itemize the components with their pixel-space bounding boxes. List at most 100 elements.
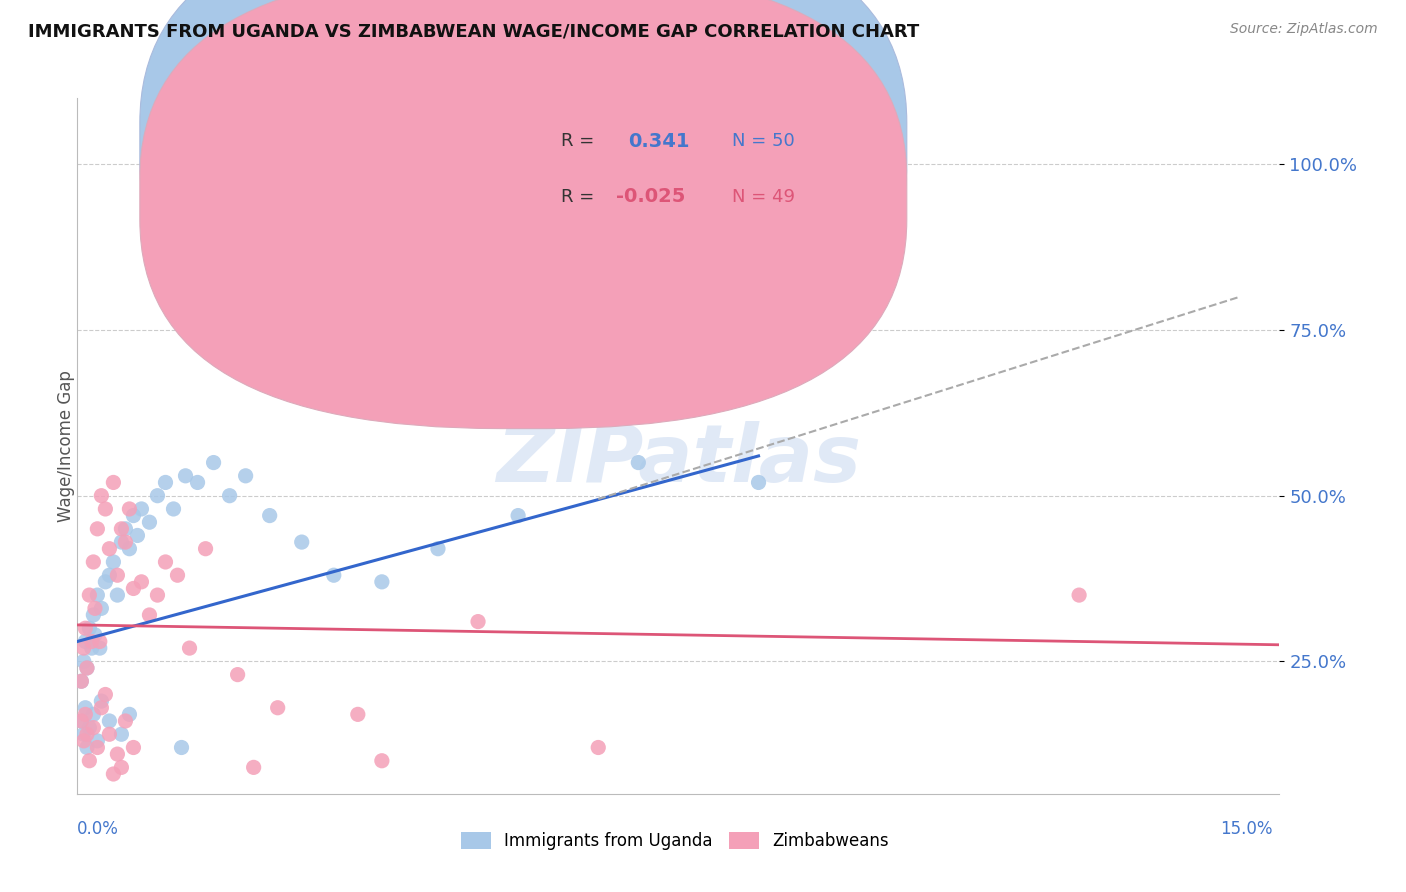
Point (76, 727, 98, 741)
Y-axis label: Wage/Income Gap: Wage/Income Gap (58, 370, 75, 522)
Point (107, 747, 129, 761)
FancyBboxPatch shape (479, 109, 901, 237)
Point (155, 475, 177, 490)
Point (75, 700, 97, 714)
Point (90, 601, 112, 615)
Point (131, 502, 153, 516)
Point (79, 621, 101, 635)
Point (79, 721, 101, 735)
Point (73, 727, 96, 741)
Text: R =: R = (561, 132, 593, 150)
Text: 15.0%: 15.0% (1220, 820, 1272, 838)
Point (322, 568, 344, 582)
Point (80, 634, 103, 648)
Point (89, 634, 111, 648)
Point (79, 588, 101, 602)
Point (76, 661, 98, 675)
Point (114, 522, 136, 536)
Point (79, 754, 101, 768)
Point (427, 541, 450, 556)
Point (110, 535, 132, 549)
Point (107, 568, 129, 582)
Point (73, 654, 96, 668)
Point (90, 694, 112, 708)
Point (155, 555, 177, 569)
Point (467, 615, 489, 629)
Point (162, 502, 184, 516)
Point (170, 740, 193, 755)
Text: ZIPatlas: ZIPatlas (496, 421, 860, 499)
Point (75, 621, 97, 635)
Point (86, 734, 108, 748)
Point (103, 475, 125, 490)
Point (70, 674, 93, 689)
Point (94, 502, 117, 516)
Point (127, 528, 149, 542)
Point (90, 489, 112, 503)
Text: -0.025: -0.025 (616, 187, 685, 206)
Point (118, 541, 141, 556)
Point (82, 555, 104, 569)
Point (194, 541, 217, 556)
Point (166, 568, 188, 582)
Point (1069, 588, 1091, 602)
Point (107, 588, 129, 602)
Point (508, 508, 530, 523)
Point (122, 508, 145, 523)
Point (588, 740, 610, 755)
Point (146, 588, 169, 602)
Point (748, 475, 770, 490)
Text: IMMIGRANTS FROM UGANDA VS ZIMBABWEAN WAGE/INCOME GAP CORRELATION CHART: IMMIGRANTS FROM UGANDA VS ZIMBABWEAN WAG… (28, 22, 920, 40)
Text: N = 49: N = 49 (733, 188, 796, 206)
Point (267, 700, 290, 714)
Point (98, 714, 121, 728)
Text: Source: ZipAtlas.com: Source: ZipAtlas.com (1230, 22, 1378, 37)
Point (138, 515, 160, 529)
Legend: Immigrants from Uganda, Zimbabweans: Immigrants from Uganda, Zimbabweans (454, 825, 896, 857)
Point (80, 641, 103, 656)
Point (146, 489, 169, 503)
Point (242, 760, 264, 774)
Point (82, 707, 104, 722)
Point (84, 601, 107, 615)
Point (82, 721, 104, 735)
Point (75, 634, 97, 648)
Point (371, 754, 394, 768)
Point (75, 707, 97, 722)
Point (259, 508, 281, 523)
Point (98, 568, 121, 582)
Point (226, 667, 249, 681)
Point (122, 582, 145, 596)
Point (70, 674, 93, 689)
Text: N = 50: N = 50 (733, 132, 796, 150)
Point (86, 740, 108, 755)
Point (218, 489, 240, 503)
Point (291, 535, 314, 549)
Point (627, 456, 650, 470)
Point (103, 767, 125, 781)
Text: 0.341: 0.341 (628, 132, 689, 151)
Point (76, 661, 98, 675)
Point (235, 468, 257, 483)
Point (98, 727, 121, 741)
Point (114, 535, 136, 549)
Point (76, 740, 98, 755)
FancyBboxPatch shape (139, 0, 907, 373)
Point (84, 628, 107, 642)
Point (70, 714, 93, 728)
Point (118, 707, 141, 722)
Point (110, 522, 132, 536)
Point (70, 714, 93, 728)
Point (94, 688, 117, 702)
Point (98, 541, 121, 556)
Point (89, 641, 111, 656)
Point (202, 456, 225, 470)
Point (82, 607, 104, 622)
Point (118, 502, 141, 516)
Point (346, 707, 368, 722)
Point (73, 641, 96, 656)
Point (86, 588, 108, 602)
Point (114, 714, 136, 728)
Point (73, 734, 96, 748)
Point (86, 522, 108, 536)
